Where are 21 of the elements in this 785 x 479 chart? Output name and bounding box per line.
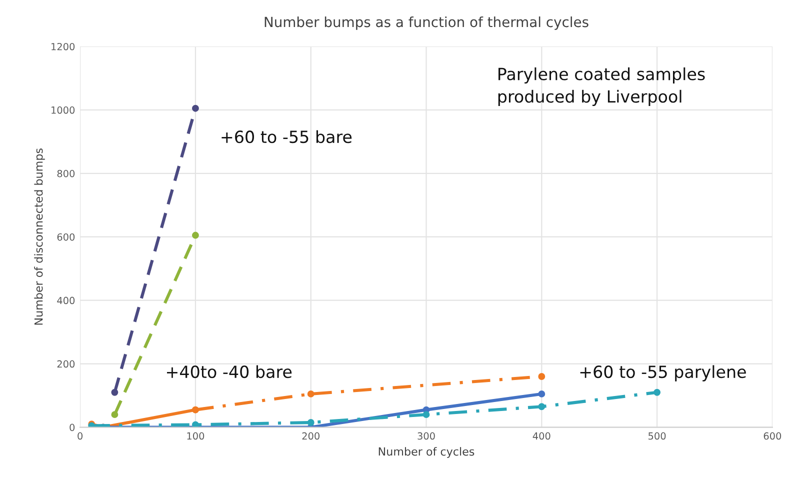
y-tick-label: 400 [57, 296, 75, 304]
x-tick-label: 300 [418, 432, 435, 440]
chart-title: Number bumps as a function of thermal cycles [264, 16, 588, 30]
x-axis-title: Number of cycles [378, 447, 474, 458]
x-tick-label: 500 [648, 432, 666, 440]
annotation: +60 to -55 bare [222, 130, 352, 144]
x-tick-label: 400 [532, 432, 550, 440]
y-tick-label: 1200 [52, 42, 75, 50]
y-tick-label: 800 [57, 170, 75, 178]
x-tick-label: 100 [187, 432, 204, 440]
annotation: +40to -40 bare [166, 365, 292, 378]
annotation: Parylene coated samples produced by Liverpool [498, 67, 705, 106]
x-tick-label: 600 [764, 432, 782, 440]
x-tick-label: 0 [78, 432, 83, 440]
y-axis-title: Number of disconnected bumps [34, 148, 45, 325]
x-tick-label: 200 [302, 432, 320, 440]
y-tick-label: 200 [57, 360, 75, 368]
annotation: +60 to -55 parylene [580, 365, 746, 382]
y-tick-label: 1000 [52, 106, 75, 114]
y-tick-label: 600 [57, 233, 75, 241]
y-tick-label: 0 [70, 424, 75, 432]
